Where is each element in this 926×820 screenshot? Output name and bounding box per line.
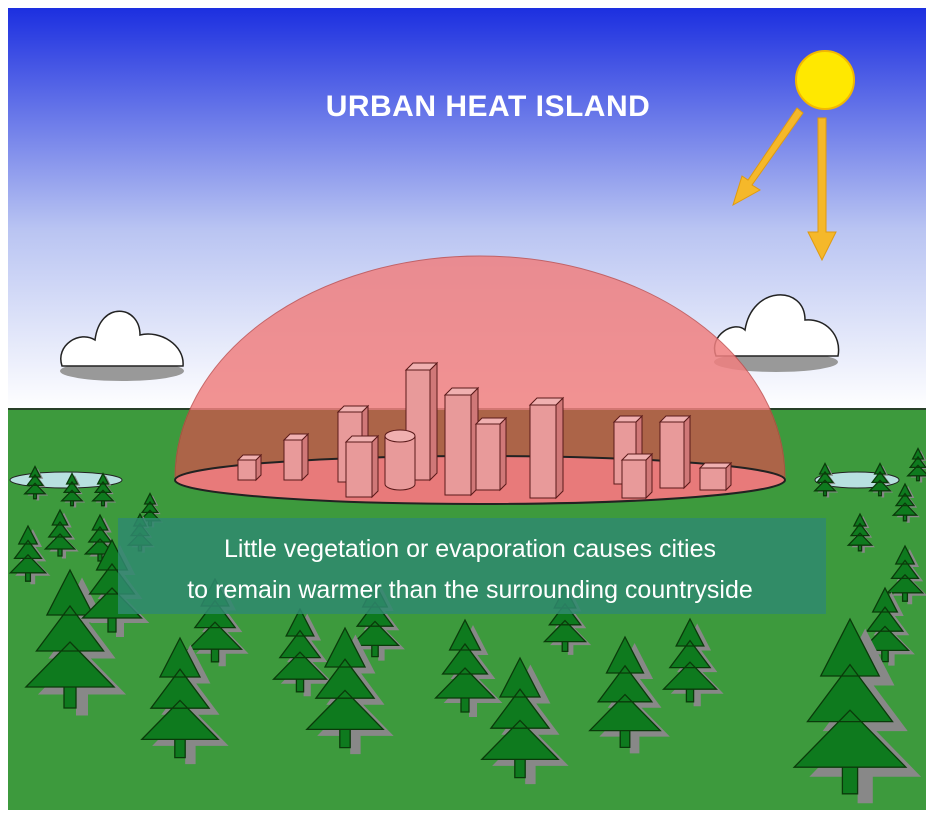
- building: [530, 405, 556, 498]
- building-top: [700, 463, 731, 468]
- sun: [796, 51, 854, 109]
- building: [700, 468, 726, 490]
- building-top: [338, 406, 368, 412]
- scene: URBAN HEAT ISLAND Little vegetation or e…: [0, 0, 926, 820]
- building-top: [346, 436, 378, 442]
- building-side: [684, 416, 690, 488]
- tank-top: [385, 430, 415, 442]
- building: [445, 395, 471, 495]
- building-side: [646, 454, 652, 498]
- building: [660, 422, 684, 488]
- building-side: [372, 436, 378, 497]
- building: [346, 442, 372, 497]
- building-side: [302, 434, 308, 480]
- building: [476, 424, 500, 490]
- building-top: [476, 418, 506, 424]
- caption-line: Little vegetation or evaporation causes …: [224, 535, 716, 563]
- building: [284, 440, 302, 480]
- building-side: [500, 418, 506, 490]
- caption-line: to remain warmer than the surrounding co…: [187, 576, 753, 604]
- building: [238, 460, 256, 480]
- building-side: [430, 363, 437, 480]
- building-top: [622, 454, 652, 460]
- building-top: [660, 416, 690, 422]
- title: URBAN HEAT ISLAND: [326, 90, 651, 123]
- building-side: [556, 398, 563, 498]
- building: [622, 460, 646, 498]
- tank: [385, 436, 415, 490]
